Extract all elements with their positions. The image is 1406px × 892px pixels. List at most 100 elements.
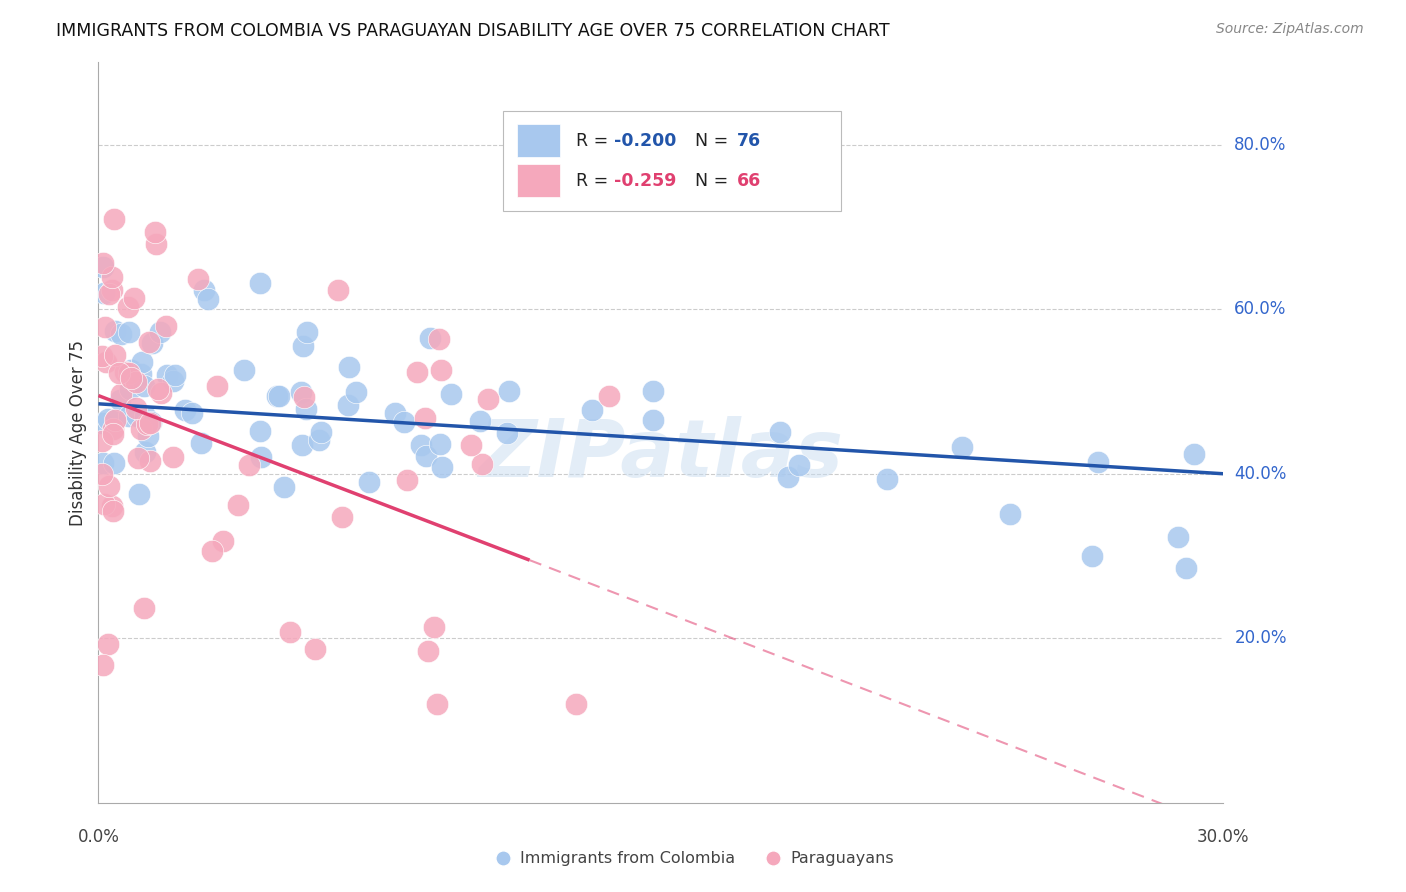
Point [426, 697, 449, 711]
Point [292, 390, 315, 404]
Point [337, 360, 360, 375]
Point [357, 475, 380, 489]
Point [117, 301, 139, 315]
Point [104, 412, 127, 426]
Point [598, 389, 620, 403]
Point [308, 433, 330, 447]
Point [138, 417, 160, 431]
Point [108, 392, 131, 407]
Point [190, 436, 212, 450]
Point [1000, 507, 1022, 521]
Point [132, 600, 155, 615]
Point [193, 284, 215, 298]
Point [162, 375, 184, 389]
Point [103, 211, 125, 226]
Point [97, 637, 120, 651]
Point [207, 378, 229, 392]
Point [405, 365, 427, 379]
Point [127, 451, 149, 466]
Text: ZIPatlas: ZIPatlas [478, 416, 844, 494]
Point [141, 336, 163, 351]
Point [97, 287, 120, 301]
Point [125, 401, 148, 416]
Text: N =: N = [685, 132, 734, 150]
Point [460, 437, 482, 451]
Point [122, 291, 145, 305]
Point [91, 416, 114, 430]
Point [174, 402, 197, 417]
Point [304, 642, 326, 657]
Point [120, 370, 142, 384]
Text: R =: R = [576, 132, 614, 150]
Point [138, 454, 160, 468]
Point [91, 467, 114, 482]
Point [394, 415, 416, 429]
Bar [517, 124, 560, 157]
Point [950, 440, 973, 454]
Text: 0.0%: 0.0% [77, 828, 120, 846]
Point [249, 424, 271, 438]
Point [103, 456, 125, 470]
Text: 20.0%: 20.0% [1234, 629, 1286, 648]
Point [470, 414, 492, 428]
Point [165, 368, 187, 383]
Text: Immigrants from Colombia: Immigrants from Colombia [520, 851, 735, 866]
Point [101, 504, 124, 518]
Point [290, 385, 312, 400]
Point [125, 375, 148, 389]
Point [471, 457, 494, 471]
Point [104, 348, 127, 362]
Point [110, 327, 132, 342]
Point [162, 450, 184, 465]
Point [266, 389, 288, 403]
Point [643, 384, 665, 398]
Point [212, 533, 235, 548]
Point [432, 459, 454, 474]
Point [131, 355, 153, 369]
Point [291, 339, 314, 353]
Point [309, 425, 332, 439]
Point [201, 543, 224, 558]
Point [101, 422, 124, 436]
Point [110, 387, 132, 401]
Text: 66: 66 [737, 172, 762, 190]
Text: 76: 76 [737, 132, 762, 150]
Point [384, 406, 406, 420]
Point [641, 413, 664, 427]
Point [278, 624, 301, 639]
Point [97, 412, 120, 426]
Point [156, 368, 179, 382]
Point [581, 403, 603, 417]
Point [1182, 446, 1205, 460]
Point [91, 256, 114, 270]
Text: 60.0%: 60.0% [1234, 301, 1286, 318]
Point [1087, 455, 1109, 469]
Point [101, 283, 124, 297]
Point [136, 417, 159, 431]
Point [134, 445, 156, 459]
Point [267, 389, 290, 403]
Text: -0.200: -0.200 [613, 132, 676, 150]
Point [101, 269, 124, 284]
Point [565, 697, 588, 711]
Point [93, 497, 115, 511]
Point [118, 383, 141, 397]
Point [769, 425, 792, 440]
Point [93, 320, 115, 334]
Point [416, 643, 439, 657]
Point [139, 415, 162, 429]
Point [181, 406, 204, 420]
Text: 40.0%: 40.0% [1234, 465, 1286, 483]
Point [876, 472, 898, 486]
Point [419, 331, 441, 345]
Point [326, 283, 349, 297]
Point [440, 387, 463, 401]
Point [145, 236, 167, 251]
Point [91, 260, 114, 275]
Point [149, 325, 172, 339]
Point [249, 276, 271, 290]
Point [143, 225, 166, 239]
Point [498, 384, 520, 398]
Point [423, 620, 446, 634]
Point [495, 425, 517, 440]
